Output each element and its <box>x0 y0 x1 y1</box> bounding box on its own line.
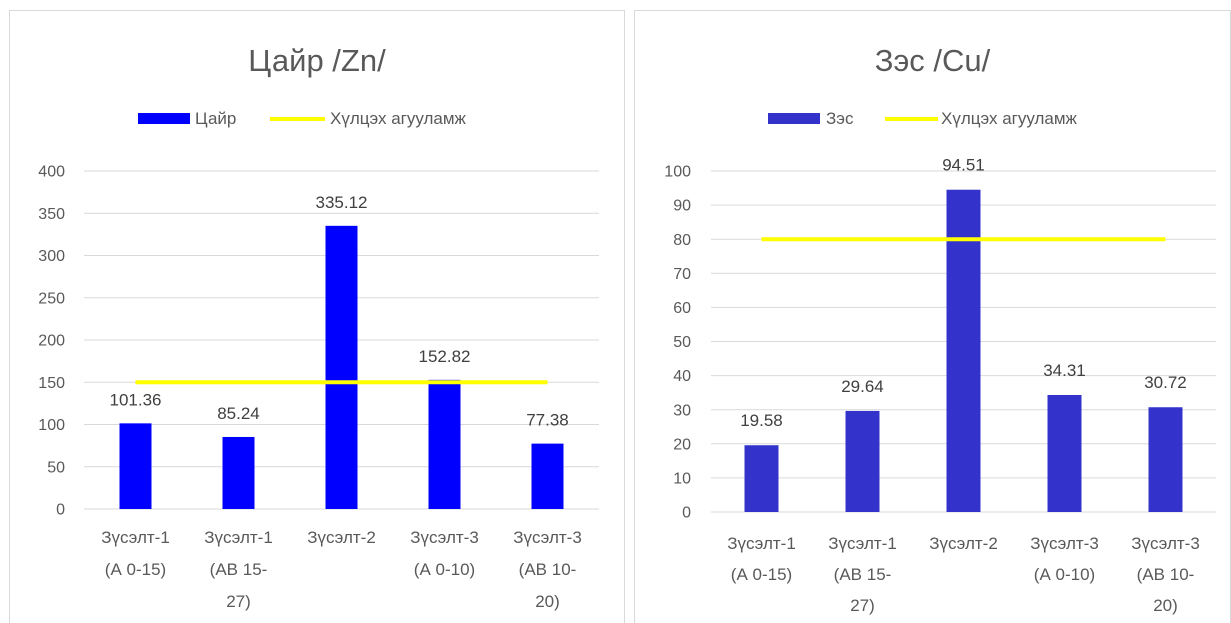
x-tick-label: Зүсэлт-1 (А 0-15) <box>727 534 796 584</box>
y-tick-label: 350 <box>38 206 65 223</box>
data-label-zn-1: 101.36 <box>110 390 162 409</box>
y-tick-label: 90 <box>673 198 691 215</box>
x-tick-label: Зүсэлт-3 (АВ 10- 20) <box>513 528 582 611</box>
bar-zn-4 <box>428 379 461 509</box>
y-tick-label: 300 <box>38 248 65 265</box>
y-tick-label: 70 <box>673 266 691 283</box>
bar-zn-2 <box>222 436 255 509</box>
bar-cu-5 <box>1148 407 1183 512</box>
data-label-cu-4: 34.31 <box>1043 361 1086 380</box>
y-tick-label: 40 <box>673 368 691 385</box>
y-tick-label: 0 <box>56 502 65 519</box>
y-tick-label: 400 <box>38 164 65 181</box>
y-tick-label: 60 <box>673 300 691 317</box>
legend-label-threshold: Хүлцэх агууламж <box>330 109 466 128</box>
y-tick-label: 150 <box>38 375 65 392</box>
bar-cu-3 <box>946 189 981 513</box>
x-tick-label: Зүсэлт-3 (А 0-10) <box>1030 534 1099 584</box>
y-tick-label: 100 <box>664 164 691 181</box>
y-tick-label: 10 <box>673 471 691 488</box>
y-tick-label: 80 <box>673 232 691 249</box>
bar-zn-3 <box>325 225 358 509</box>
data-label-cu-3: 94.51 <box>942 156 985 175</box>
x-tick-label: Зүсэлт-1 (АВ 15- 27) <box>828 534 897 615</box>
data-label-cu-1: 19.58 <box>740 411 783 430</box>
x-tick-label: Зүсэлт-3 (А 0-10) <box>410 528 479 579</box>
data-label-zn-4: 152.82 <box>419 347 471 366</box>
legend-label-threshold: Хүлцэх агууламж <box>941 109 1077 128</box>
legend-swatch-threshold <box>885 117 938 121</box>
chart-title: Цайр /Zn/ <box>248 43 386 78</box>
bar-cu-1 <box>744 445 779 512</box>
legend-label-zinc: Цайр <box>195 109 237 128</box>
zinc-chart-panel: 0 50 100 150 200 250 300 350 400 101.36 85.24 335.1… <box>9 10 625 623</box>
legend-label-copper: Зэс <box>826 109 854 128</box>
y-tick-label: 30 <box>673 402 691 419</box>
zinc-chart-plot: 0 50 100 150 200 250 300 350 400 101.36 85.24 335.1… <box>38 164 599 519</box>
y-tick-label: 250 <box>38 290 65 307</box>
x-tick-label: Зүсэлт-1 (АВ 15- 27) <box>204 528 273 611</box>
chart-title: Зэс /Cu/ <box>874 43 991 78</box>
data-label-zn-2: 85.24 <box>217 404 260 423</box>
bar-zn-1 <box>119 423 152 509</box>
x-tick-label: Зүсэлт-2 <box>307 528 376 547</box>
copper-chart-plot: 0 10 20 30 40 50 60 70 80 90 100 19.58 29.64 94.51 34.… <box>664 156 1216 522</box>
copper-chart-panel: 0 10 20 30 40 50 60 70 80 90 100 19.58 29.64 94.51 34.… <box>634 10 1231 623</box>
bar-cu-4 <box>1047 395 1082 512</box>
data-label-cu-5: 30.72 <box>1144 373 1187 392</box>
y-tick-label: 50 <box>47 459 65 476</box>
x-tick-label: Зүсэлт-2 <box>929 534 998 553</box>
y-tick-label: 100 <box>38 417 65 434</box>
data-label-zn-3: 335.12 <box>316 193 368 212</box>
data-label-zn-5: 77.38 <box>526 411 569 430</box>
y-tick-label: 20 <box>673 436 691 453</box>
y-tick-label: 200 <box>38 333 65 350</box>
data-label-cu-2: 29.64 <box>841 377 884 396</box>
legend-swatch-threshold <box>270 117 325 121</box>
y-tick-label: 0 <box>682 505 691 522</box>
x-tick-label: Зүсэлт-1 (А 0-15) <box>101 528 170 579</box>
x-tick-label: Зүсэлт-3 (АВ 10- 20) <box>1131 534 1200 615</box>
bar-zn-5 <box>531 443 564 509</box>
legend-swatch-copper <box>768 113 820 124</box>
y-tick-label: 50 <box>673 334 691 351</box>
bar-cu-2 <box>845 410 880 512</box>
legend-swatch-zinc <box>138 113 190 124</box>
